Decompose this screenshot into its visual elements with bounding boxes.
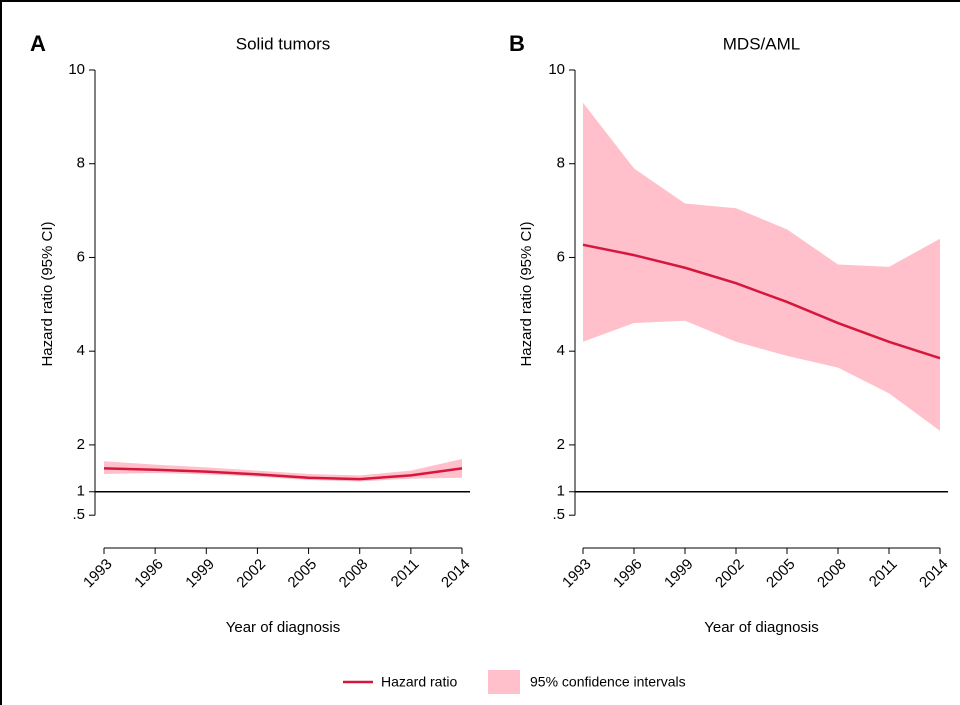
y-tick-label: 10 — [548, 61, 565, 78]
x-tick-label: 2008 — [814, 556, 850, 592]
x-tick-label: 1996 — [131, 556, 167, 592]
x-tick-label: 1996 — [610, 556, 646, 592]
x-tick-label: 2005 — [763, 556, 799, 592]
x-tick-label: 1999 — [661, 556, 697, 592]
legend-label: 95% confidence intervals — [530, 674, 686, 690]
x-tick-label: 2011 — [866, 556, 901, 591]
legend-swatch — [488, 670, 520, 694]
x-tick-label: 1993 — [80, 556, 116, 592]
panel-label: B — [509, 31, 525, 56]
y-tick-label: .5 — [552, 506, 565, 523]
chart-title: Solid tumors — [236, 34, 330, 53]
x-tick-label: 2002 — [233, 556, 269, 592]
y-tick-label: 4 — [77, 342, 85, 359]
y-tick-label: 10 — [68, 61, 85, 78]
x-tick-label: 2014 — [916, 556, 952, 592]
x-tick-label: 2014 — [438, 556, 474, 592]
x-tick-label: 2005 — [285, 556, 321, 592]
x-tick-label: 1993 — [559, 556, 595, 592]
x-tick-label: 2011 — [388, 556, 423, 591]
y-tick-label: 2 — [77, 436, 85, 453]
y-tick-label: 4 — [557, 342, 565, 359]
x-tick-label: 2002 — [712, 556, 748, 592]
confidence-band — [104, 458, 462, 482]
x-tick-label: 2008 — [336, 556, 372, 592]
confidence-band — [583, 102, 940, 431]
y-axis-label: Hazard ratio (95% CI) — [39, 221, 56, 366]
x-axis-label: Year of diagnosis — [704, 619, 819, 636]
y-tick-label: 6 — [77, 248, 85, 265]
x-axis-label: Year of diagnosis — [226, 619, 341, 636]
panel-label: A — [30, 31, 46, 56]
hazard-line — [582, 243, 941, 360]
y-tick-label: 8 — [557, 155, 565, 172]
hazard-line — [103, 467, 463, 481]
y-tick-label: .5 — [72, 506, 85, 523]
y-tick-label: 8 — [77, 155, 85, 172]
y-tick-label: 6 — [557, 248, 565, 265]
x-tick-label: 1999 — [182, 556, 218, 592]
legend-label: Hazard ratio — [381, 674, 457, 690]
y-tick-label: 1 — [77, 483, 85, 500]
y-tick-label: 2 — [557, 436, 565, 453]
y-tick-label: 1 — [557, 483, 565, 500]
y-axis-label: Hazard ratio (95% CI) — [518, 221, 535, 366]
chart-title: MDS/AML — [723, 34, 800, 53]
